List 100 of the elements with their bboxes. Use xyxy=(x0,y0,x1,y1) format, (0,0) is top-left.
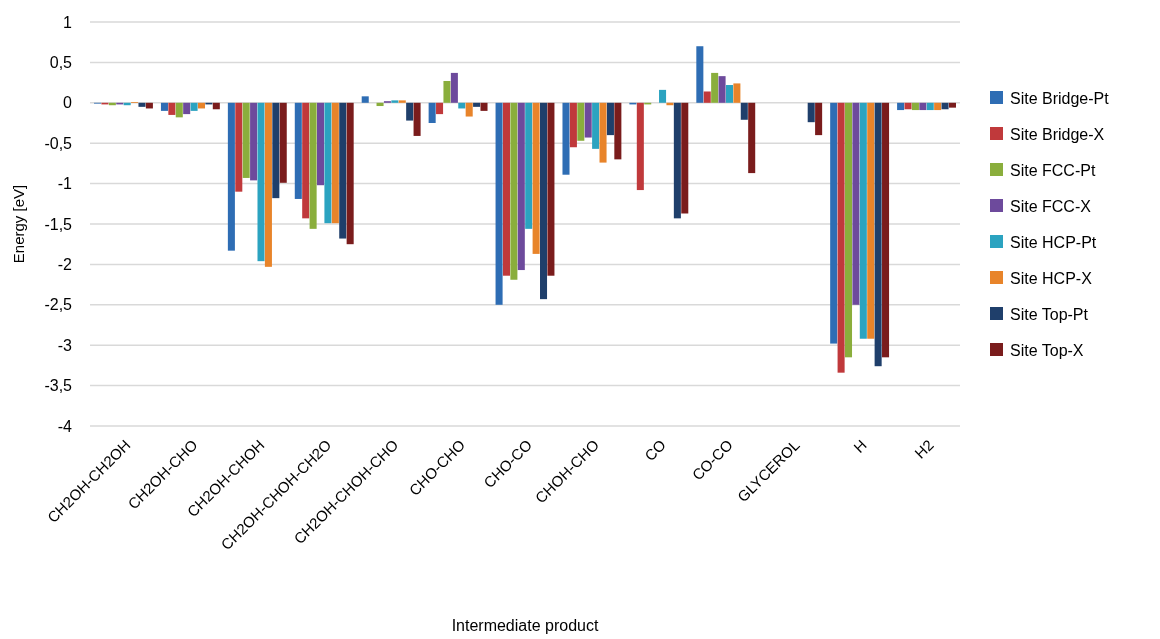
bar xyxy=(807,102,815,123)
bar xyxy=(331,102,339,224)
bar xyxy=(711,72,719,103)
bar xyxy=(904,102,912,110)
y-tick-label: -3,5 xyxy=(44,377,73,395)
y-tick-label: 0 xyxy=(63,94,73,112)
bar xyxy=(212,102,220,110)
bar xyxy=(659,89,667,103)
x-tick-label: H xyxy=(850,436,870,456)
bar xyxy=(443,80,451,103)
bar xyxy=(703,91,711,103)
bar xyxy=(502,102,510,276)
bar xyxy=(250,102,258,181)
bar xyxy=(227,102,235,251)
bar xyxy=(696,46,704,103)
bar xyxy=(309,102,317,229)
legend-label: Site HCP-X xyxy=(1010,269,1093,287)
bar xyxy=(874,102,882,367)
bar xyxy=(517,102,525,271)
bar xyxy=(748,102,756,174)
x-tick-label: CO xyxy=(641,436,669,465)
bar xyxy=(361,96,369,103)
bar xyxy=(175,102,183,118)
bar xyxy=(815,102,823,136)
y-tick-label: -0,5 xyxy=(44,134,73,152)
legend-label: Site Bridge-X xyxy=(1010,125,1105,143)
bar xyxy=(681,102,689,214)
bar xyxy=(673,102,681,219)
bar xyxy=(376,102,384,107)
y-tick-label: -1,5 xyxy=(44,215,73,233)
legend-label: Site Bridge-Pt xyxy=(1010,89,1110,107)
y-tick-label: -3 xyxy=(57,336,73,354)
legend-label: Site HCP-Pt xyxy=(1010,233,1097,251)
bar xyxy=(859,102,867,339)
bar xyxy=(852,102,860,305)
bar xyxy=(324,102,332,224)
bar xyxy=(317,102,325,186)
bar xyxy=(473,102,481,107)
bar xyxy=(406,102,414,121)
bar xyxy=(279,102,287,183)
bar xyxy=(391,100,399,103)
bar xyxy=(138,102,146,107)
bar xyxy=(525,102,533,229)
bar xyxy=(934,102,942,111)
bar xyxy=(926,102,934,111)
bar xyxy=(183,102,191,115)
bar xyxy=(190,102,198,111)
bar xyxy=(740,102,748,120)
y-tick-label: 0,5 xyxy=(49,54,73,71)
x-tick-label: H2 xyxy=(911,436,937,462)
bar xyxy=(450,72,458,103)
legend-label: Site FCC-X xyxy=(1010,197,1092,215)
bar xyxy=(428,102,436,123)
bar xyxy=(294,102,302,199)
bar xyxy=(948,102,956,108)
bar xyxy=(413,102,421,136)
y-tick-label: -2 xyxy=(57,256,73,273)
bar xyxy=(733,83,741,103)
bar xyxy=(235,102,243,192)
bar xyxy=(606,102,614,136)
bar xyxy=(465,102,473,117)
legend-label: Site Top-X xyxy=(1010,341,1084,359)
bar xyxy=(257,102,265,262)
bar xyxy=(346,102,354,245)
y-tick-label: 1 xyxy=(63,13,73,31)
bar xyxy=(569,102,577,148)
bar xyxy=(592,102,600,149)
bar xyxy=(339,102,347,239)
bar xyxy=(168,102,176,115)
bar xyxy=(532,102,540,254)
legend-label: Site FCC-Pt xyxy=(1010,161,1096,179)
bar xyxy=(547,102,555,276)
y-tick-label: -4 xyxy=(57,417,73,435)
bar xyxy=(919,102,927,111)
bar xyxy=(540,102,548,300)
bar xyxy=(897,102,905,111)
bar xyxy=(562,102,570,175)
bar xyxy=(272,102,280,199)
bar xyxy=(510,102,518,280)
y-tick-label: -1 xyxy=(57,175,73,193)
y-tick-label: -2,5 xyxy=(44,296,73,314)
bar xyxy=(718,76,726,103)
bar xyxy=(941,102,949,110)
bar xyxy=(911,102,919,111)
bar xyxy=(302,102,310,219)
bar xyxy=(398,100,406,103)
bar xyxy=(882,102,890,358)
bar xyxy=(436,102,444,115)
bar xyxy=(577,102,585,141)
bar xyxy=(480,102,488,111)
bar xyxy=(584,102,592,138)
bar xyxy=(614,102,622,160)
bar xyxy=(264,102,272,267)
x-axis-title: Intermediate product xyxy=(451,617,599,634)
bar xyxy=(160,102,168,111)
bar xyxy=(242,102,250,178)
bar xyxy=(495,102,503,305)
y-axis-title: Energy [eV] xyxy=(10,184,27,264)
legend-label: Site Top-Pt xyxy=(1010,305,1089,323)
bar xyxy=(837,102,845,373)
